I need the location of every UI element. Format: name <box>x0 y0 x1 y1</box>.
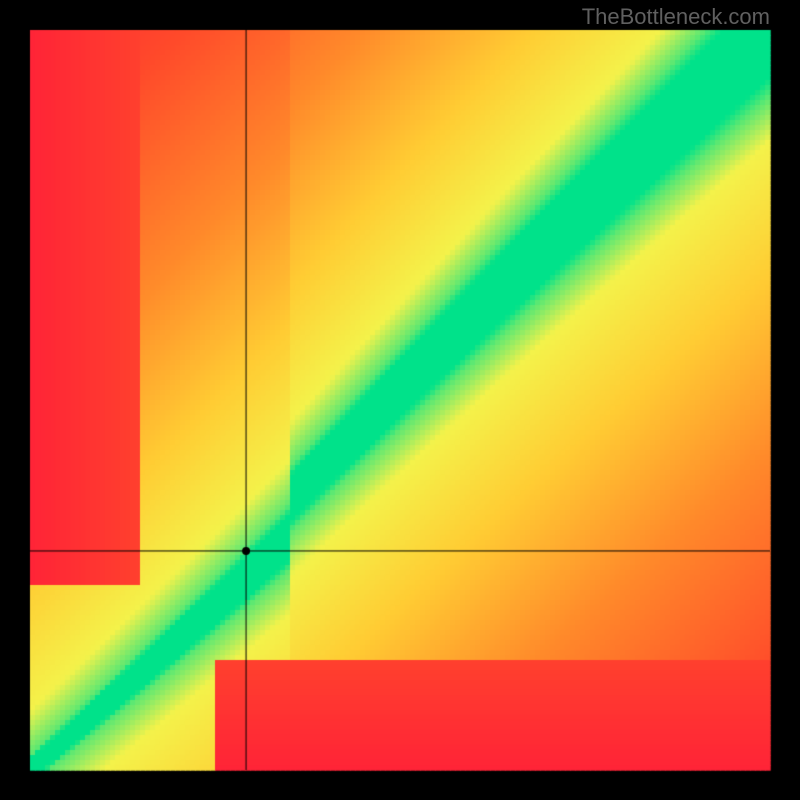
chart-container: TheBottleneck.com <box>0 0 800 800</box>
watermark-text: TheBottleneck.com <box>582 4 770 30</box>
bottleneck-heatmap <box>0 0 800 800</box>
